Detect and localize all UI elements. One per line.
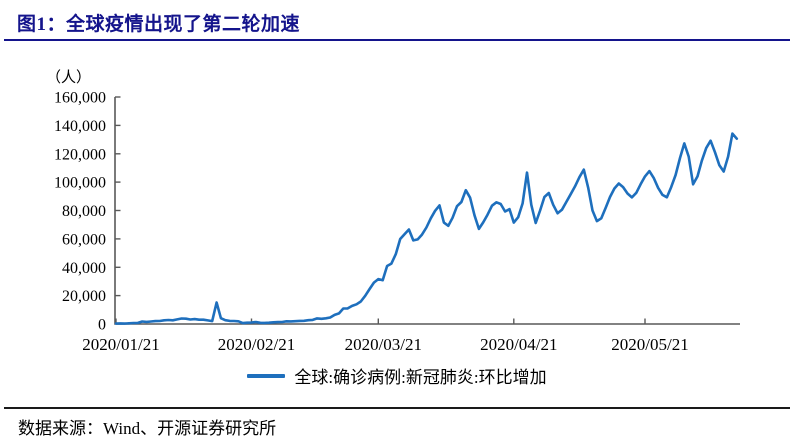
y-tick-label: 0 [98, 317, 106, 334]
y-axis-unit-label: （人） [46, 70, 92, 86]
title-rule [4, 39, 790, 41]
y-tick-label: 100,000 [54, 175, 106, 192]
legend-label: 全球:确诊病例:新冠肺炎:环比增加 [294, 368, 547, 387]
x-tick-label: 2020/03/21 [345, 335, 422, 354]
x-tick-label: 2020/01/21 [82, 335, 159, 354]
data-source-note: 数据来源：Wind、开源证券研究所 [18, 419, 277, 438]
axis-lines [114, 97, 740, 325]
source-rule [4, 407, 790, 409]
y-tick-label: 60,000 [62, 231, 106, 248]
x-tick-label: 2020/02/21 [218, 335, 295, 354]
chart-legend: 全球:确诊病例:新冠肺炎:环比增加 [0, 363, 794, 388]
data-series-line [114, 132, 739, 325]
figure-title: 图1：全球疫情出现了第二轮加速 [17, 14, 301, 35]
y-tick-label: 80,000 [62, 203, 106, 220]
x-tick-label: 2020/04/21 [480, 335, 557, 354]
y-tick-label: 120,000 [54, 146, 106, 163]
x-tick-label: 2020/05/21 [611, 335, 688, 354]
y-tick-label: 140,000 [54, 118, 106, 135]
y-tick-label: 40,000 [62, 260, 106, 277]
y-tick-label: 160,000 [54, 90, 106, 107]
y-tick-label: 20,000 [62, 288, 106, 305]
legend-line-swatch [247, 373, 286, 378]
